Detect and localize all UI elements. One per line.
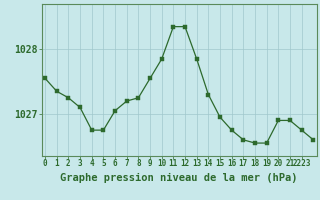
X-axis label: Graphe pression niveau de la mer (hPa): Graphe pression niveau de la mer (hPa) bbox=[60, 173, 298, 183]
